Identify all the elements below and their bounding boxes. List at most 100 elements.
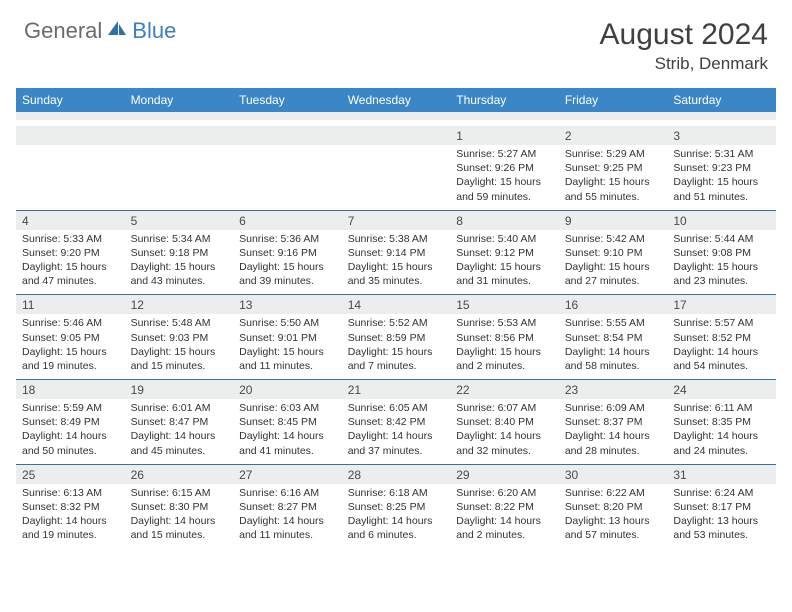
day-number-row: 123 (16, 126, 776, 145)
day-info: Sunrise: 6:16 AMSunset: 8:27 PMDaylight:… (233, 484, 342, 549)
day-number (16, 126, 125, 145)
info-line: Sunrise: 6:05 AM (348, 401, 445, 415)
info-line: Sunset: 8:52 PM (673, 331, 770, 345)
day-info: Sunrise: 5:57 AMSunset: 8:52 PMDaylight:… (667, 314, 776, 379)
info-line: Sunset: 9:25 PM (565, 161, 662, 175)
brand-logo: General Blue (24, 18, 176, 44)
day-info-row: Sunrise: 5:33 AMSunset: 9:20 PMDaylight:… (16, 230, 776, 295)
info-line: Sunset: 8:22 PM (456, 500, 553, 514)
day-number: 5 (125, 210, 234, 230)
day-number: 4 (16, 210, 125, 230)
info-line: Daylight: 14 hours and 58 minutes. (565, 345, 662, 373)
info-line: Daylight: 14 hours and 11 minutes. (239, 514, 336, 542)
info-line: Daylight: 14 hours and 45 minutes. (131, 429, 228, 457)
info-line: Sunset: 8:30 PM (131, 500, 228, 514)
day-number: 13 (233, 295, 342, 315)
day-number: 9 (559, 210, 668, 230)
day-info-row: Sunrise: 6:13 AMSunset: 8:32 PMDaylight:… (16, 484, 776, 549)
day-number: 30 (559, 464, 668, 484)
info-line: Sunrise: 5:50 AM (239, 316, 336, 330)
day-info: Sunrise: 5:27 AMSunset: 9:26 PMDaylight:… (450, 145, 559, 210)
info-line: Daylight: 15 hours and 11 minutes. (239, 345, 336, 373)
day-number (125, 126, 234, 145)
brand-part2: Blue (132, 18, 176, 44)
info-line: Sunrise: 5:53 AM (456, 316, 553, 330)
day-number: 12 (125, 295, 234, 315)
info-line: Daylight: 15 hours and 51 minutes. (673, 175, 770, 203)
info-line: Daylight: 14 hours and 37 minutes. (348, 429, 445, 457)
dow-cell: Sunday (16, 88, 125, 112)
info-line: Sunrise: 6:22 AM (565, 486, 662, 500)
day-number: 23 (559, 380, 668, 400)
info-line: Daylight: 15 hours and 43 minutes. (131, 260, 228, 288)
day-info: Sunrise: 6:05 AMSunset: 8:42 PMDaylight:… (342, 399, 451, 464)
info-line: Sunrise: 6:16 AM (239, 486, 336, 500)
day-info: Sunrise: 5:55 AMSunset: 8:54 PMDaylight:… (559, 314, 668, 379)
day-info: Sunrise: 5:52 AMSunset: 8:59 PMDaylight:… (342, 314, 451, 379)
info-line: Sunrise: 5:48 AM (131, 316, 228, 330)
info-line: Sunrise: 5:55 AM (565, 316, 662, 330)
day-number: 11 (16, 295, 125, 315)
day-number: 21 (342, 380, 451, 400)
info-line: Sunset: 8:40 PM (456, 415, 553, 429)
info-line: Sunrise: 5:31 AM (673, 147, 770, 161)
info-line: Daylight: 14 hours and 28 minutes. (565, 429, 662, 457)
day-info (125, 145, 234, 210)
day-number: 15 (450, 295, 559, 315)
info-line: Daylight: 15 hours and 15 minutes. (131, 345, 228, 373)
day-number: 1 (450, 126, 559, 145)
info-line: Sunset: 9:03 PM (131, 331, 228, 345)
info-line: Daylight: 14 hours and 6 minutes. (348, 514, 445, 542)
info-line: Sunset: 8:25 PM (348, 500, 445, 514)
day-info-row: Sunrise: 5:27 AMSunset: 9:26 PMDaylight:… (16, 145, 776, 210)
day-info: Sunrise: 5:33 AMSunset: 9:20 PMDaylight:… (16, 230, 125, 295)
day-number: 3 (667, 126, 776, 145)
day-info: Sunrise: 5:48 AMSunset: 9:03 PMDaylight:… (125, 314, 234, 379)
info-line: Sunset: 9:05 PM (22, 331, 119, 345)
day-info: Sunrise: 6:09 AMSunset: 8:37 PMDaylight:… (559, 399, 668, 464)
info-line: Sunrise: 5:40 AM (456, 232, 553, 246)
day-number: 25 (16, 464, 125, 484)
info-line: Sunset: 8:45 PM (239, 415, 336, 429)
info-line: Daylight: 14 hours and 19 minutes. (22, 514, 119, 542)
info-line: Sunset: 9:14 PM (348, 246, 445, 260)
day-number-row: 11121314151617 (16, 295, 776, 315)
day-number: 19 (125, 380, 234, 400)
info-line: Daylight: 14 hours and 15 minutes. (131, 514, 228, 542)
day-number: 29 (450, 464, 559, 484)
info-line: Sunrise: 5:46 AM (22, 316, 119, 330)
info-line: Daylight: 15 hours and 35 minutes. (348, 260, 445, 288)
day-info: Sunrise: 5:59 AMSunset: 8:49 PMDaylight:… (16, 399, 125, 464)
info-line: Sunrise: 5:38 AM (348, 232, 445, 246)
info-line: Sunrise: 6:01 AM (131, 401, 228, 415)
weeks-table: 123Sunrise: 5:27 AMSunset: 9:26 PMDaylig… (16, 126, 776, 548)
location: Strib, Denmark (600, 54, 768, 74)
day-number-row: 25262728293031 (16, 464, 776, 484)
info-line: Sunset: 8:47 PM (131, 415, 228, 429)
info-line: Sunset: 9:20 PM (22, 246, 119, 260)
day-number: 10 (667, 210, 776, 230)
day-info: Sunrise: 6:11 AMSunset: 8:35 PMDaylight:… (667, 399, 776, 464)
dow-cell: Tuesday (233, 88, 342, 112)
info-line: Sunset: 9:16 PM (239, 246, 336, 260)
info-line: Sunrise: 5:44 AM (673, 232, 770, 246)
info-line: Sunrise: 6:15 AM (131, 486, 228, 500)
info-line: Sunrise: 5:57 AM (673, 316, 770, 330)
dow-row: Sunday Monday Tuesday Wednesday Thursday… (16, 88, 776, 112)
day-number-row: 18192021222324 (16, 380, 776, 400)
day-number: 20 (233, 380, 342, 400)
info-line: Sunrise: 5:29 AM (565, 147, 662, 161)
info-line: Daylight: 15 hours and 59 minutes. (456, 175, 553, 203)
info-line: Sunset: 9:12 PM (456, 246, 553, 260)
day-info: Sunrise: 5:34 AMSunset: 9:18 PMDaylight:… (125, 230, 234, 295)
day-info (233, 145, 342, 210)
day-info: Sunrise: 5:38 AMSunset: 9:14 PMDaylight:… (342, 230, 451, 295)
day-info-row: Sunrise: 5:46 AMSunset: 9:05 PM Daylight:… (16, 314, 776, 379)
day-info: Sunrise: 6:18 AMSunset: 8:25 PMDaylight:… (342, 484, 451, 549)
day-info: Sunrise: 6:22 AMSunset: 8:20 PMDaylight:… (559, 484, 668, 549)
info-line: Sunrise: 6:03 AM (239, 401, 336, 415)
info-line: Sunset: 8:56 PM (456, 331, 553, 345)
spacer-row (16, 112, 776, 120)
info-line: Sunset: 8:37 PM (565, 415, 662, 429)
calendar-table: Sunday Monday Tuesday Wednesday Thursday… (16, 88, 776, 120)
